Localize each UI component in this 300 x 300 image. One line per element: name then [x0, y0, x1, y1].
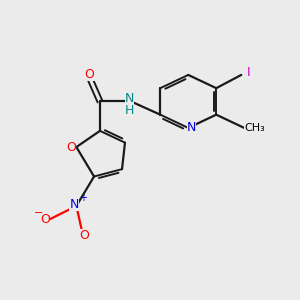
Text: N: N	[69, 198, 79, 211]
Text: O: O	[85, 68, 94, 81]
Text: O: O	[66, 141, 76, 154]
Text: O: O	[79, 229, 89, 242]
Text: N: N	[187, 122, 196, 134]
Text: +: +	[79, 193, 87, 203]
Text: I: I	[247, 66, 250, 79]
Text: N: N	[125, 92, 134, 105]
Text: H: H	[125, 104, 134, 117]
Text: −: −	[34, 208, 43, 218]
Text: O: O	[40, 213, 50, 226]
Text: CH₃: CH₃	[244, 123, 265, 133]
